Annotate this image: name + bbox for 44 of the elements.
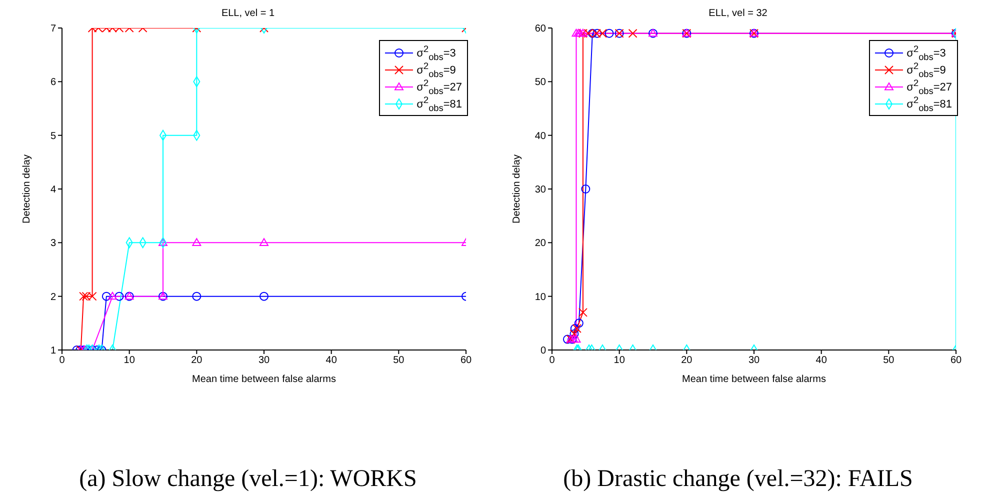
x-tick-label: 20 xyxy=(681,355,693,366)
y-tick-label: 60 xyxy=(534,24,546,35)
x-tick-label: 60 xyxy=(460,355,472,366)
legend-label: σ$^{2}$$_{obs}$=9 xyxy=(416,60,456,78)
legend-label: σ$^{2}$$_{obs}$=27 xyxy=(906,78,952,96)
y-tick-label: 7 xyxy=(50,24,56,35)
legend-label: σ$^{2}$$_{obs}$=9 xyxy=(906,60,946,78)
x-tick-label: 30 xyxy=(258,355,270,366)
legend-label: σ$^{2}$$_{obs}$=3 xyxy=(906,44,946,62)
x-tick-label: 0 xyxy=(59,355,66,366)
legend-label: σ$^{2}$$_{obs}$=81 xyxy=(906,94,952,112)
y-tick-label: 20 xyxy=(534,238,546,250)
legend-label: σ$^{2}$$_{obs}$=81 xyxy=(416,94,462,112)
legend-label: σ$^{2}$$_{obs}$=3 xyxy=(416,44,456,62)
text: (a) Slow change (vel.=1): WORKS xyxy=(78,466,418,493)
x-tick-label: 30 xyxy=(748,355,760,366)
x-tick-label: 10 xyxy=(124,355,136,366)
x-tick-label: 40 xyxy=(326,355,338,366)
y-tick-label: 10 xyxy=(534,292,546,303)
chart-title: ELL, vel = 32 xyxy=(708,8,768,21)
text: (b) Drastic change (vel.=32): FAILS xyxy=(562,466,914,493)
y-axis-title: Detection delay xyxy=(512,154,523,224)
x-tick-label: 10 xyxy=(614,355,626,366)
y-tick-label: 1 xyxy=(50,346,56,357)
x-tick-label: 60 xyxy=(950,355,962,366)
y-tick-label: 2 xyxy=(50,292,56,303)
y-tick-label: 30 xyxy=(534,184,546,196)
x-axis-title: Mean time between false alarms xyxy=(682,374,826,385)
x-tick-label: 20 xyxy=(191,355,203,366)
y-tick-label: 0 xyxy=(540,346,546,357)
x-axis-title: Mean time between false alarms xyxy=(192,374,336,385)
y-tick-label: 3 xyxy=(50,238,56,250)
x-tick-label: 0 xyxy=(549,355,556,366)
y-tick-label: 6 xyxy=(50,77,56,88)
x-tick-label: 40 xyxy=(816,355,828,366)
x-tick-label: 50 xyxy=(883,355,895,366)
y-tick-label: 5 xyxy=(50,130,56,142)
chart-title: ELL, vel = 1 xyxy=(220,8,276,21)
y-tick-label: 4 xyxy=(50,184,56,196)
y-tick-label: 50 xyxy=(534,77,546,88)
legend-label: σ$^{2}$$_{obs}$=27 xyxy=(416,78,462,96)
y-tick-label: 40 xyxy=(534,130,546,142)
x-tick-label: 50 xyxy=(393,355,405,366)
y-axis-title: Detection delay xyxy=(22,154,33,224)
